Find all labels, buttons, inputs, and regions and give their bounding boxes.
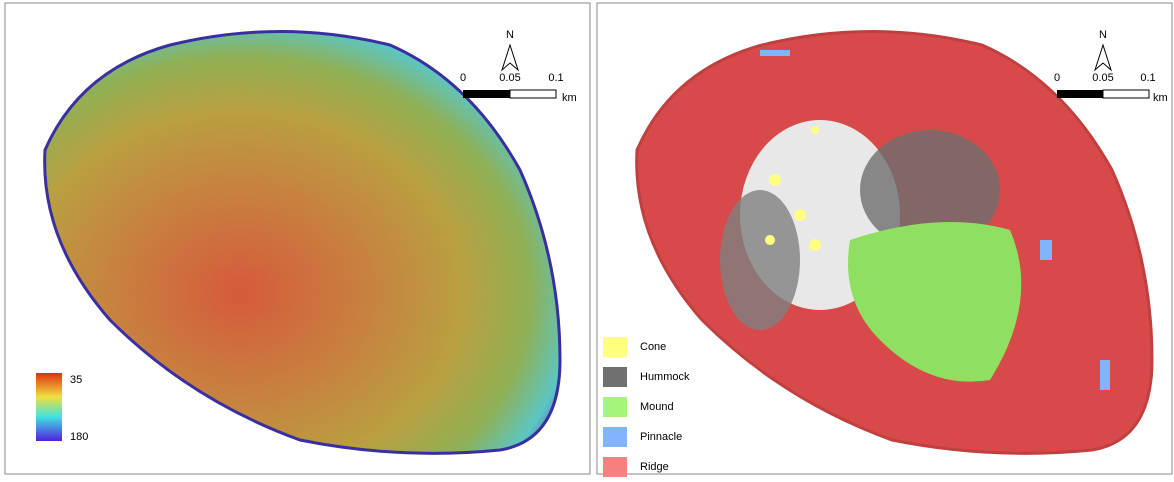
legend-swatch — [603, 367, 627, 387]
legend-swatch — [603, 397, 627, 417]
scale-label: 0 — [460, 72, 466, 84]
legend-label: Cone — [640, 341, 666, 353]
depth-legend-bottom: 180 — [70, 431, 88, 443]
scale-label: 0.05 — [1092, 72, 1113, 84]
north-label: N — [1099, 29, 1107, 41]
north-label: N — [506, 29, 514, 41]
scale-unit: km — [1153, 92, 1168, 104]
page: {"left_panel": {"north": "N", "scale": {… — [0, 0, 1174, 477]
legend-label: Hummock — [640, 371, 690, 383]
scale-label: 0.1 — [1140, 72, 1155, 84]
scale-label: 0.1 — [548, 72, 563, 84]
scale-label: 0.05 — [499, 72, 520, 84]
legend-label: Pinnacle — [640, 431, 682, 443]
depth-legend-top: 35 — [70, 374, 82, 386]
legend-swatch — [603, 427, 627, 447]
legend-swatch — [603, 457, 627, 477]
scale-unit: km — [562, 92, 577, 104]
scale-label: 0 — [1054, 72, 1060, 84]
legend-label: Ridge — [640, 461, 669, 473]
legend-swatch — [603, 337, 627, 357]
map-figure: N 0 0.05 0.1 km 35 180 N 0 0.05 — [0, 0, 1174, 477]
legend-label: Mound — [640, 401, 674, 413]
